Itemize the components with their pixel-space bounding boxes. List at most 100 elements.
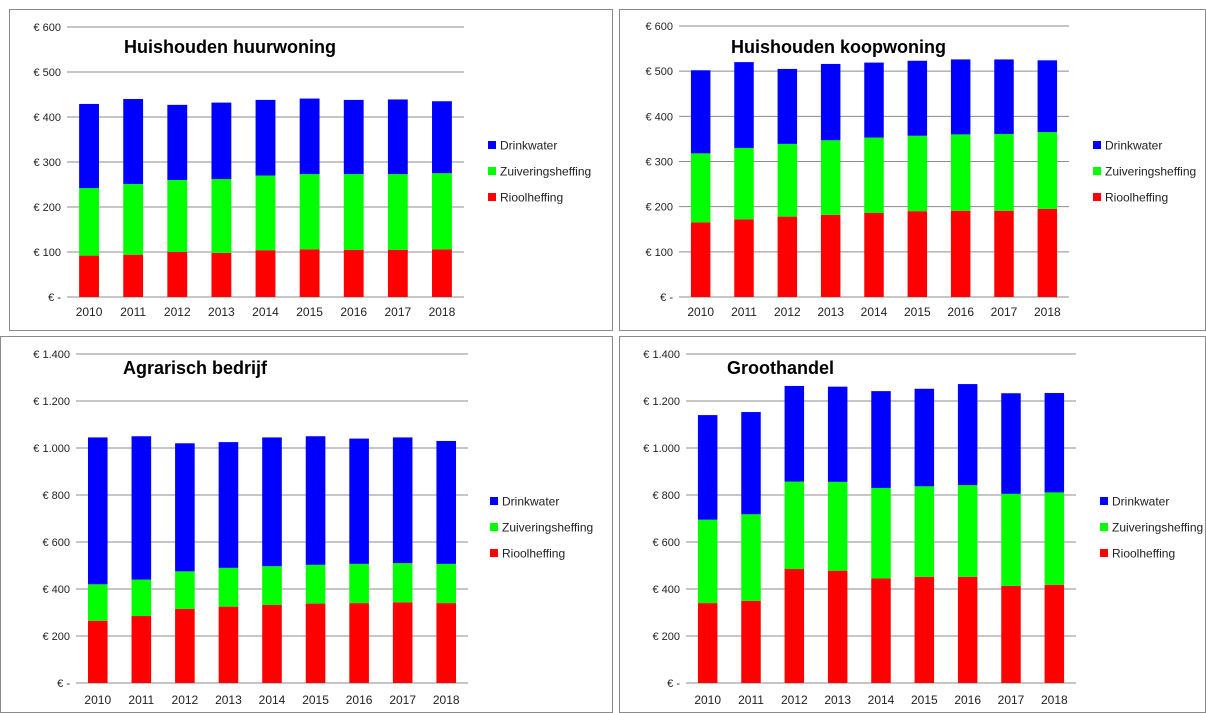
bar-segment-rioolheffing [167, 252, 188, 297]
bar-segment-zuiveringsheffing [436, 563, 457, 604]
y-tick-label: € 1.200 [643, 396, 680, 408]
y-tick-label: € 1.000 [643, 443, 680, 455]
y-tick-label: € 100 [33, 247, 61, 259]
chart-svg: € - € 100 € 200 € 300 € 400 € 500 € 600 2010 201… [645, 21, 1196, 319]
x-tick-label: 2016 [346, 693, 373, 707]
bar-segment-drinkwater [784, 385, 805, 482]
y-tick-label: € 1.400 [33, 349, 70, 361]
chart-title: Huishouden koopwoning [731, 37, 946, 57]
bar-segment-drinkwater [1044, 393, 1065, 493]
x-tick-label: 2013 [817, 305, 844, 319]
bar-segment-drinkwater [994, 59, 1014, 134]
y-tick-label: € 400 [42, 584, 70, 596]
bar-segment-rioolheffing [864, 212, 884, 297]
legend-label: Rioolheffing [1105, 191, 1168, 205]
x-tick-label: 2018 [433, 693, 460, 707]
x-tick-label: 2012 [172, 693, 199, 707]
bar-segment-drinkwater [950, 59, 971, 135]
bar-segment-rioolheffing [1044, 584, 1065, 683]
bar-segment-drinkwater [820, 63, 841, 141]
x-tick-label: 2014 [259, 693, 286, 707]
legend-swatch [1093, 167, 1101, 175]
bar-segment-rioolheffing [957, 576, 978, 683]
x-tick-label: 2016 [954, 693, 981, 707]
x-tick-label: 2010 [694, 693, 721, 707]
legend-label: Rioolheffing [500, 191, 563, 205]
bar-segment-drinkwater [957, 384, 978, 486]
x-tick-label: 2010 [687, 305, 714, 319]
chart-title: Huishouden huurwoning [124, 37, 336, 57]
bar-segment-zuiveringsheffing [827, 481, 848, 571]
bar-segment-rioolheffing [827, 570, 848, 683]
y-tick-label: € - [660, 292, 673, 304]
bar-segment-drinkwater [262, 437, 282, 567]
bar-segment-drinkwater [87, 437, 108, 585]
bar-segment-zuiveringsheffing [123, 184, 144, 255]
legend-label: Drinkwater [1105, 139, 1162, 153]
y-tick-label: € 400 [645, 111, 673, 123]
legend-label: Zuiveringsheffing [500, 165, 591, 179]
bar-segment-rioolheffing [262, 604, 282, 683]
bar-segment-rioolheffing [1037, 208, 1058, 297]
y-tick-label: € 300 [33, 157, 61, 169]
x-tick-label: 2015 [302, 693, 329, 707]
legend-label: Zuiveringsheffing [1112, 521, 1203, 535]
legend-swatch [488, 167, 496, 175]
bar-segment-rioolheffing [218, 606, 239, 683]
bar-segment-drinkwater [305, 436, 326, 565]
y-tick-label: € 1.000 [33, 443, 70, 455]
bar-segment-rioolheffing [175, 608, 195, 683]
bar-segment-zuiveringsheffing [777, 143, 798, 217]
bar-segment-drinkwater [871, 391, 891, 488]
chart-svg: € - € 200 € 400 € 600 € 800 € 1.000 € 1.200 € 1… [33, 349, 593, 707]
x-tick-label: 2017 [389, 693, 416, 707]
x-tick-label: 2012 [781, 693, 808, 707]
y-tick-label: € 1.400 [643, 349, 680, 361]
bar-segment-rioolheffing [211, 252, 232, 297]
y-tick-label: € 600 [645, 21, 673, 33]
y-tick-label: € 100 [645, 247, 673, 259]
bar-segment-rioolheffing [690, 222, 711, 297]
bar-segment-zuiveringsheffing [343, 174, 364, 250]
legend-swatch [490, 523, 498, 531]
bar-segment-rioolheffing [994, 210, 1014, 297]
y-tick-label: € - [667, 678, 680, 690]
x-tick-label: 2015 [904, 305, 931, 319]
legend-label: Drinkwater [1112, 495, 1169, 509]
x-tick-label: 2014 [868, 693, 895, 707]
x-tick-label: 2012 [164, 305, 191, 319]
bar-segment-zuiveringsheffing [211, 179, 232, 253]
bar-segment-rioolheffing [392, 602, 413, 683]
y-tick-label: € - [57, 678, 70, 690]
bar-segment-rioolheffing [907, 211, 928, 297]
bar-segment-drinkwater [343, 99, 364, 175]
y-tick-label: € 200 [652, 631, 680, 643]
chart-panel-agrarisch: € - € 200 € 400 € 600 € 800 € 1.000 € 1.200 € 1… [0, 336, 613, 713]
bar-segment-rioolheffing [387, 249, 408, 297]
legend-label: Zuiveringsheffing [502, 521, 593, 535]
bar-segment-rioolheffing [1001, 585, 1021, 683]
bar-segment-drinkwater [387, 99, 408, 175]
y-tick-label: € 600 [42, 537, 70, 549]
bar-segment-zuiveringsheffing [349, 563, 369, 604]
x-tick-label: 2014 [252, 305, 279, 319]
bar-segment-zuiveringsheffing [690, 153, 711, 223]
bar-segment-drinkwater [175, 443, 195, 572]
y-tick-label: € - [48, 292, 61, 304]
bar-segment-zuiveringsheffing [1001, 493, 1021, 586]
y-tick-label: € 600 [652, 537, 680, 549]
bar-segment-drinkwater [827, 386, 848, 482]
x-tick-label: 2010 [76, 305, 103, 319]
x-tick-label: 2013 [824, 693, 851, 707]
bar-segment-zuiveringsheffing [218, 567, 239, 607]
x-tick-label: 2011 [128, 693, 154, 707]
bar-segment-drinkwater [131, 436, 152, 580]
legend-swatch [1100, 497, 1108, 505]
legend-label: Zuiveringsheffing [1105, 165, 1196, 179]
y-tick-label: € 600 [33, 22, 61, 34]
bar-segment-rioolheffing [871, 578, 891, 683]
chart-title: Agrarisch bedrijf [123, 358, 268, 378]
bar-segment-zuiveringsheffing [734, 147, 754, 220]
y-tick-label: € 200 [645, 202, 673, 214]
bar-segment-zuiveringsheffing [914, 486, 935, 577]
